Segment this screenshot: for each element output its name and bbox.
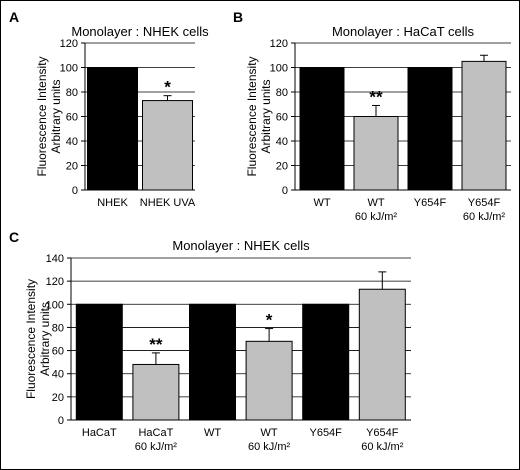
x-tick-label: NHEK UVA [140, 197, 196, 209]
y-tick-label: 100 [46, 299, 64, 311]
bar [132, 363, 180, 421]
y-tick-label: 60 [276, 112, 288, 124]
x-tick-label: WT [313, 197, 330, 209]
y-tick-label: 60 [66, 112, 78, 124]
bar [142, 100, 193, 191]
bar [302, 303, 350, 421]
x-tick-label: 60 kJ/m² [361, 441, 404, 453]
y-tick-label: 140 [46, 253, 64, 265]
x-tick-label: Y654F [414, 197, 447, 209]
x-tick-label: 60 kJ/m² [355, 211, 398, 223]
y-axis-label: Fluorescence Intensity [24, 279, 38, 399]
x-tick-label: Y654F [366, 427, 399, 439]
x-tick-label: HaCaT [82, 427, 117, 439]
y-tick-label: 0 [72, 185, 78, 197]
panel-title-B: Monolayer : HaCaT cells [332, 24, 475, 39]
y-tick-label: 120 [270, 38, 288, 50]
y-tick-label: 80 [66, 87, 78, 99]
y-tick-label: 120 [46, 276, 64, 288]
x-tick-label: 60 kJ/m² [248, 441, 291, 453]
y-tick-label: 100 [60, 63, 78, 75]
significance-marker: * [266, 311, 273, 330]
x-tick-label: HaCaT [138, 427, 173, 439]
bar [75, 303, 123, 421]
significance-marker: ** [369, 87, 383, 106]
x-tick-label: Y654F [468, 197, 501, 209]
x-tick-label: NHEK [97, 197, 128, 209]
y-axis-label: Arbitrary units [49, 79, 63, 153]
panel-letter-A: A [9, 9, 19, 25]
y-tick-label: 80 [52, 322, 64, 334]
x-tick-label: Y654F [309, 427, 342, 439]
x-tick-label: WT [261, 427, 278, 439]
x-tick-label: 60 kJ/m² [135, 441, 178, 453]
panel-letter-B: B [233, 9, 243, 25]
x-tick-label: 60 kJ/m² [463, 211, 506, 223]
bar [299, 67, 345, 191]
x-tick-label: WT [204, 427, 221, 439]
y-tick-label: 80 [276, 87, 288, 99]
panel-title-C: Monolayer : NHEK cells [172, 238, 310, 253]
y-tick-label: 40 [276, 136, 288, 148]
panel-title-A: Monolayer : NHEK cells [71, 24, 209, 39]
y-axis-label: Arbitrary units [259, 79, 273, 153]
significance-marker: * [164, 78, 171, 97]
bar [87, 67, 138, 191]
y-tick-label: 20 [52, 392, 64, 404]
bar [461, 60, 507, 191]
bar [358, 288, 406, 421]
bar [189, 303, 236, 421]
y-tick-label: 60 [52, 346, 64, 358]
y-axis-label: Fluorescence Intensity [245, 56, 259, 176]
y-tick-label: 120 [60, 38, 78, 50]
y-axis-label: Arbitrary units [38, 302, 52, 376]
y-axis-label: Fluorescence Intensity [35, 56, 49, 176]
x-tick-label: WT [367, 197, 384, 209]
bar [245, 340, 293, 421]
significance-marker: ** [149, 335, 163, 354]
y-tick-label: 20 [276, 161, 288, 173]
panel-letter-C: C [9, 229, 19, 245]
y-tick-label: 40 [66, 136, 78, 148]
y-tick-label: 100 [270, 63, 288, 75]
y-tick-label: 0 [282, 185, 288, 197]
y-tick-label: 40 [52, 369, 64, 381]
y-tick-label: 0 [58, 415, 64, 427]
bar [353, 116, 399, 191]
y-tick-label: 20 [66, 161, 78, 173]
bar [407, 67, 453, 191]
